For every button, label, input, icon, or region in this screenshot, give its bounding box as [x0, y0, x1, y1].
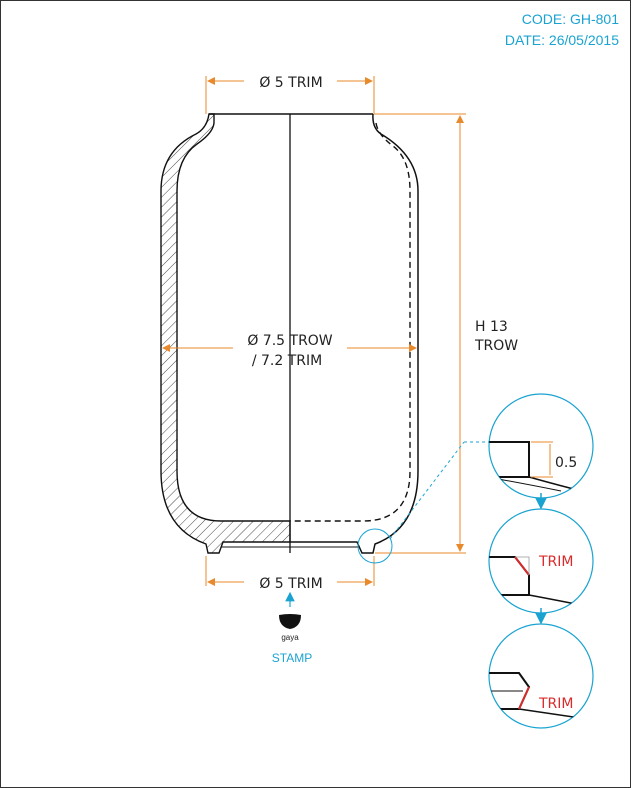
- top-diameter-dimension: Ø 5 TRIM: [205, 75, 375, 114]
- right-inner-dashed: [290, 122, 411, 522]
- detail-callout-circle: [357, 528, 393, 564]
- height-label-1: H 13: [475, 319, 508, 335]
- stamp-label: STAMP: [272, 651, 312, 665]
- base-ring-left: [221, 541, 291, 548]
- detail-3-label: TRIM: [538, 696, 574, 712]
- stamp-group: gaya STAMP: [272, 591, 312, 665]
- bottom-diameter-dimension: Ø 5 TRIM: [205, 556, 375, 592]
- detail-2-circle: TRIM: [488, 508, 594, 614]
- bottom-diameter-label: Ø 5 TRIM: [259, 576, 322, 592]
- body-diameter-label-1: Ø 7.5 TROW: [247, 333, 332, 349]
- stamp-logo-text: gaya: [281, 633, 299, 642]
- detail-1-value: 0.5: [555, 455, 577, 471]
- jar-right-view: [290, 113, 419, 554]
- detail-2-label: TRIM: [538, 554, 574, 570]
- detail-3-circle: TRIM: [488, 623, 594, 729]
- height-dimension: H 13 TROW: [374, 113, 518, 554]
- height-label-2: TROW: [474, 338, 518, 354]
- detail-leader-line: [389, 441, 465, 540]
- detail-1-circle: 0.5: [488, 393, 594, 499]
- stamp-logo-icon: [279, 614, 301, 629]
- body-diameter-dimension: Ø 7.5 TROW / 7.2 TRIM: [162, 333, 417, 369]
- top-diameter-label: Ø 5 TRIM: [259, 75, 322, 91]
- drawing-code: CODE: GH-801: [522, 11, 619, 27]
- drawing-date: DATE: 26/05/2015: [505, 32, 619, 48]
- right-outer-profile: [290, 113, 419, 554]
- body-diameter-label-2: / 7.2 TRIM: [252, 353, 322, 369]
